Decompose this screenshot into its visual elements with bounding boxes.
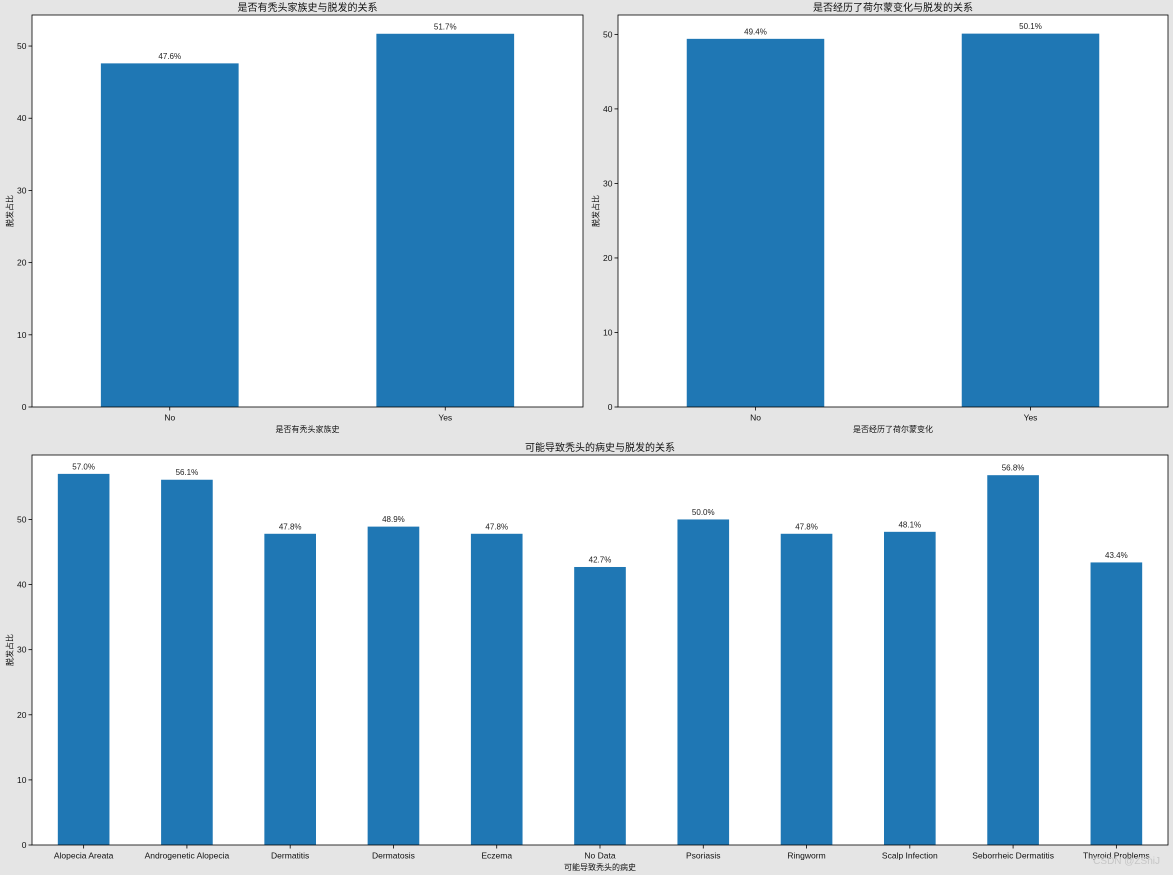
bar-alopecia-areata: [57, 473, 110, 845]
bar-seborrheic-dermatitis: [987, 475, 1039, 845]
y-tick-label-0: 0: [22, 402, 27, 412]
chart-family-history: 47.6% No 51.7% Yes 0 10 20 30 40 50 是否有秃头家族史与脱发的关系…: [5, 1, 584, 434]
data-label-scalp-infection: 48.1%: [898, 520, 921, 529]
x-tick-label-no: No: [164, 413, 175, 423]
y-tick-label-10: 10: [17, 330, 27, 340]
y-axis-label: 脱发占比: [5, 195, 15, 227]
y-tick-label-10: 10: [17, 775, 27, 785]
bar-thyroid-problems: [1090, 562, 1143, 845]
x-tick-label-androgenetic-alopecia: Androgenetic Alopecia: [145, 851, 230, 861]
x-tick-label-yes: Yes: [438, 413, 452, 423]
data-label-no-data: 42.7%: [589, 555, 612, 564]
bar-ringworm: [780, 533, 833, 845]
data-label-yes: 51.7%: [434, 22, 457, 31]
x-tick-label-scalp-infection: Scalp Infection: [882, 851, 938, 861]
data-label-ringworm: 47.8%: [795, 522, 818, 531]
y-tick-label-30: 30: [603, 178, 613, 188]
x-tick-label-no: No: [750, 413, 761, 423]
bar-eczema: [470, 533, 523, 845]
data-label-seborrheic-dermatitis: 56.8%: [1002, 464, 1025, 473]
data-label-no: 49.4%: [744, 27, 767, 36]
x-tick-label-thyroid-problems: Thyroid Problems: [1083, 851, 1150, 861]
x-tick-label-eczema: Eczema: [481, 851, 512, 861]
axes-frame: [31, 454, 1169, 846]
data-label-no: 47.6%: [158, 52, 181, 61]
axes-frame: [31, 14, 584, 408]
axes-frame: [617, 14, 1169, 408]
y-tick-label-30: 30: [17, 645, 27, 655]
bar-psoriasis: [677, 519, 730, 845]
x-axis-label: 是否经历了荷尔蒙变化: [853, 424, 933, 434]
data-label-psoriasis: 50.0%: [692, 508, 715, 517]
bar-no: [686, 38, 825, 408]
chart-medical-conditions: 57.0% Alopecia Areata 56.1% Androgenetic Al…: [5, 441, 1169, 872]
x-tick-label-psoriasis: Psoriasis: [686, 851, 720, 861]
y-tick-label-40: 40: [603, 104, 613, 114]
y-axis-label: 脱发占比: [591, 195, 601, 227]
x-tick-label-yes: Yes: [1024, 413, 1038, 423]
bar-dermatitis: [264, 533, 316, 845]
x-axis-label: 可能导致秃头的病史: [564, 862, 636, 872]
chart-title: 是否经历了荷尔蒙变化与脱发的关系: [813, 1, 973, 14]
y-tick-label-30: 30: [17, 185, 27, 195]
y-tick-label-20: 20: [603, 253, 613, 263]
x-tick-label-dermatosis: Dermatosis: [372, 851, 415, 861]
watermark: CSDN @ZShiJ: [1093, 856, 1160, 867]
bar-no-data: [574, 566, 626, 845]
y-tick-label-20: 20: [17, 710, 27, 720]
chart-title: 可能导致秃头的病史与脱发的关系: [525, 441, 675, 454]
bar-dermatosis: [367, 526, 420, 845]
chart-hormonal-changes: 49.4% No 50.1% Yes 0 10 20 30 40 50 是否经历了荷尔蒙变化与脱发的…: [591, 1, 1169, 434]
y-tick-label-40: 40: [17, 113, 27, 123]
y-tick-label-50: 50: [17, 514, 27, 524]
y-tick-label-50: 50: [603, 29, 613, 39]
y-tick-label-10: 10: [603, 327, 613, 337]
x-tick-label-ringworm: Ringworm: [787, 851, 825, 861]
bar-scalp-infection: [884, 531, 936, 845]
data-label-androgenetic-alopecia: 56.1%: [176, 468, 199, 477]
y-tick-label-50: 50: [17, 41, 27, 51]
bar-no: [100, 63, 239, 408]
x-tick-label-dermatitis: Dermatitis: [271, 851, 309, 861]
data-label-alopecia-areata: 57.0%: [72, 462, 95, 471]
x-tick-label-alopecia-areata: Alopecia Areata: [54, 851, 114, 861]
y-tick-label-0: 0: [608, 402, 613, 412]
data-label-thyroid-problems: 43.4%: [1105, 551, 1128, 560]
x-axis-label: 是否有秃头家族史: [276, 424, 340, 434]
y-tick-label-20: 20: [17, 258, 27, 268]
y-tick-label-0: 0: [22, 840, 27, 850]
y-tick-label-40: 40: [17, 580, 27, 590]
bar-yes: [961, 33, 1100, 408]
x-tick-label-no-data: No Data: [584, 851, 615, 861]
y-axis-label: 脱发占比: [5, 634, 15, 666]
bar-androgenetic-alopecia: [161, 479, 213, 845]
bar-yes: [376, 33, 515, 407]
data-label-eczema: 47.8%: [485, 522, 508, 531]
data-label-dermatosis: 48.9%: [382, 515, 405, 524]
chart-title: 是否有秃头家族史与脱发的关系: [238, 1, 378, 14]
data-label-yes: 50.1%: [1019, 22, 1042, 31]
x-tick-label-seborrheic-dermatitis: Seborrheic Dermatitis: [972, 851, 1054, 861]
data-label-dermatitis: 47.8%: [279, 522, 302, 531]
